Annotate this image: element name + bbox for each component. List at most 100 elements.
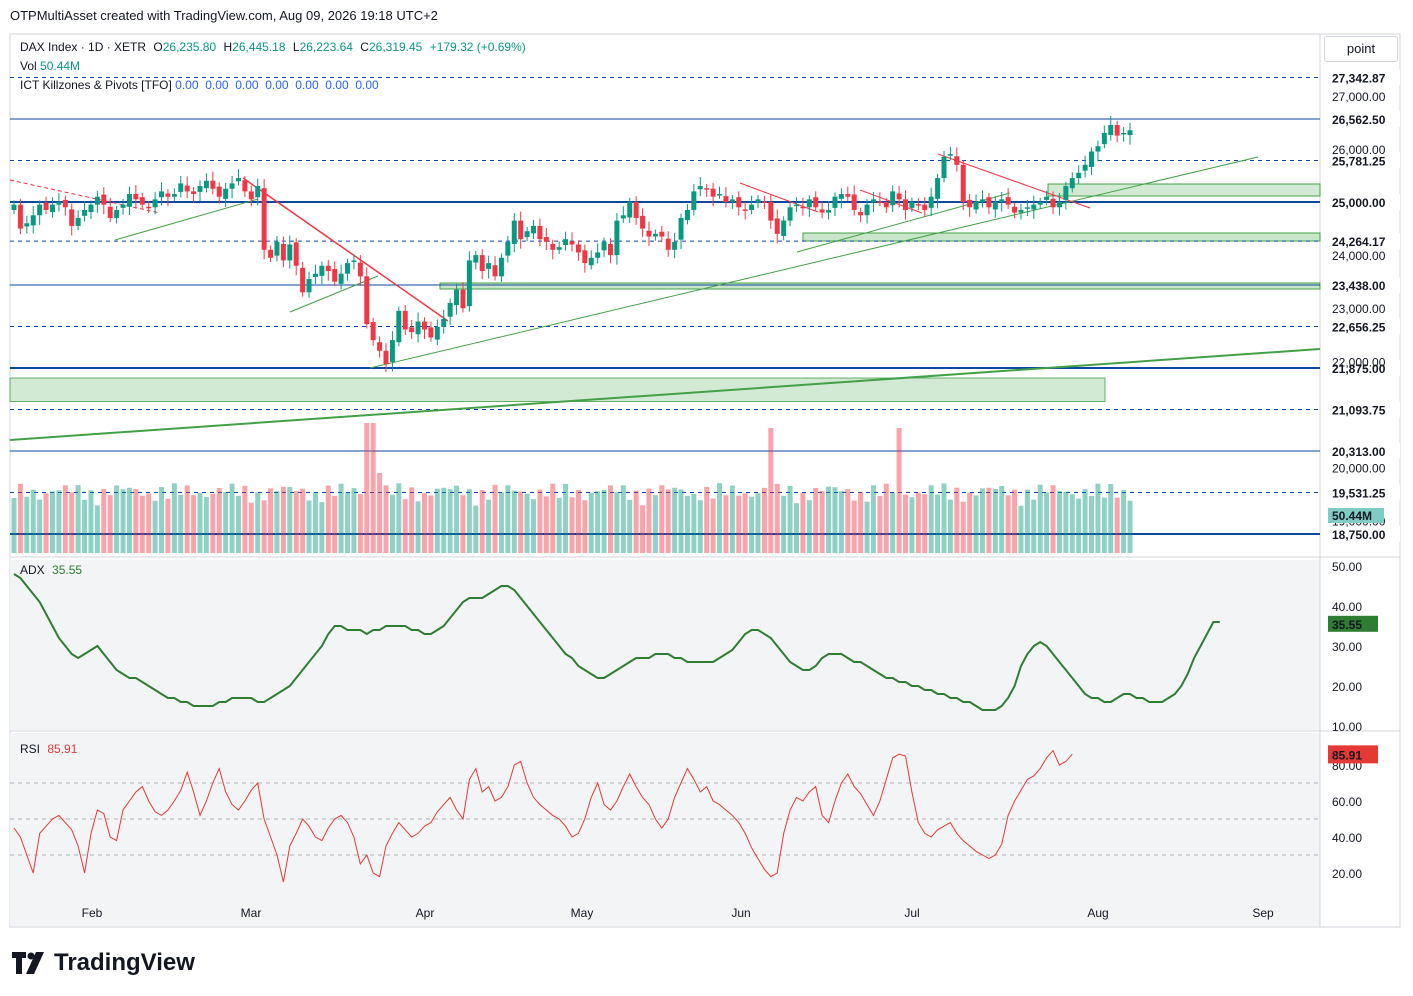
trendline (9, 348, 1321, 441)
price-tick-label: 24,000.00 (1332, 249, 1386, 263)
candle-body (717, 194, 723, 196)
candle-body (992, 202, 998, 210)
candle-body (486, 263, 492, 269)
rsi-tick-label: 60.00 (1332, 795, 1362, 809)
candle-body (864, 204, 870, 216)
candle-body (242, 180, 248, 192)
volume-bar (511, 490, 517, 553)
adx-line (13, 573, 1220, 711)
price-tick-label: 20,000.00 (1332, 462, 1386, 476)
volume-bar (415, 501, 421, 553)
candle-body (986, 197, 992, 208)
demand-zone (439, 282, 1321, 290)
rsi-line (13, 749, 1073, 883)
volume-bar (473, 505, 479, 553)
rsi-label[interactable]: RSI (20, 742, 41, 756)
candle-body (479, 255, 485, 272)
candle-body (1031, 204, 1037, 210)
volume-bar (870, 485, 876, 553)
open-value: 26,235.80 (162, 40, 217, 54)
volume-bar (928, 485, 934, 553)
candle-body (364, 276, 370, 325)
candle-body (774, 218, 780, 234)
volume-bar (364, 423, 370, 553)
candle-body (94, 196, 100, 205)
candle-body (947, 154, 953, 156)
volume-bar (255, 492, 261, 553)
rsi-tag: 85.91 (1332, 748, 1362, 762)
volume-bar (710, 498, 716, 553)
volume-bar (505, 485, 511, 553)
rsi-tick-label: 20.00 (1332, 867, 1362, 881)
volume-bar (351, 488, 357, 553)
volume-bar (197, 493, 203, 553)
candle-body (75, 217, 81, 226)
volume-label[interactable]: Vol (20, 59, 37, 73)
ict-label[interactable]: ICT Killzones & Pivots [TFO] (20, 78, 172, 92)
candle-body (338, 273, 344, 284)
volume-bar (24, 496, 30, 553)
time-axis-label: Feb (82, 906, 103, 920)
candle-body (665, 238, 671, 250)
candle-body (1069, 178, 1075, 189)
candle-body (229, 183, 235, 189)
adx-label[interactable]: ADX (20, 563, 45, 577)
volume-bar (498, 492, 504, 553)
price-level-tag: 22,656.25 (1332, 321, 1386, 335)
volume-bar (550, 483, 556, 553)
volume-bar (1069, 494, 1075, 553)
volume-bar (717, 483, 723, 553)
price-level-tag-bg (1328, 526, 1400, 542)
volume-bar (300, 488, 306, 553)
volume-bar (697, 500, 703, 553)
adx-tick-label: 20.00 (1332, 680, 1362, 694)
volume-bar (338, 483, 344, 553)
price-level-tag-bg (1328, 276, 1400, 293)
candle-body (870, 199, 876, 203)
volume-bar (17, 483, 23, 553)
volume-bar (409, 487, 415, 553)
price-level-tag-bg (1328, 360, 1400, 376)
candle-body (319, 265, 325, 276)
volume-bar (531, 499, 537, 553)
volume-bar (768, 428, 774, 553)
volume-bar (627, 499, 633, 553)
candle-body (409, 327, 415, 333)
candle-body (210, 180, 216, 189)
volume-bar (370, 423, 376, 553)
volume-bar (774, 483, 780, 553)
candle-body (473, 255, 479, 263)
candle-body (492, 265, 498, 277)
volume-bar (960, 501, 966, 553)
volume-bar (736, 495, 742, 553)
volume-bar (268, 488, 274, 553)
candle-body (1012, 206, 1018, 213)
candle-body (1127, 130, 1133, 136)
symbol-label[interactable]: DAX Index · 1D · XETR (20, 40, 147, 54)
candle-body (268, 249, 274, 258)
candle-body (191, 191, 197, 195)
candle-body (1082, 164, 1088, 171)
candle-body (575, 244, 581, 253)
price-level-tag-bg (1328, 233, 1400, 250)
candle-body (819, 209, 825, 213)
time-axis-label: Jun (731, 906, 750, 920)
candle-body (396, 310, 402, 343)
volume-bar (851, 500, 857, 553)
trendline (369, 156, 1259, 369)
volume-bar (992, 488, 998, 553)
candle-body (293, 242, 299, 266)
candle-body (389, 340, 395, 362)
tradingview-logo[interactable]: TradingView (12, 949, 195, 977)
price-level-tag-bg (1328, 484, 1400, 501)
candle-body (82, 209, 88, 216)
candle-body (280, 243, 286, 261)
scale-mode-button[interactable]: point (1324, 36, 1398, 62)
price-level-tag-bg (1328, 401, 1400, 418)
demand-zone (802, 232, 1321, 242)
volume-bar (1044, 492, 1050, 553)
candle-body (505, 241, 511, 256)
candle-body (421, 321, 427, 330)
candle-body (17, 204, 23, 229)
